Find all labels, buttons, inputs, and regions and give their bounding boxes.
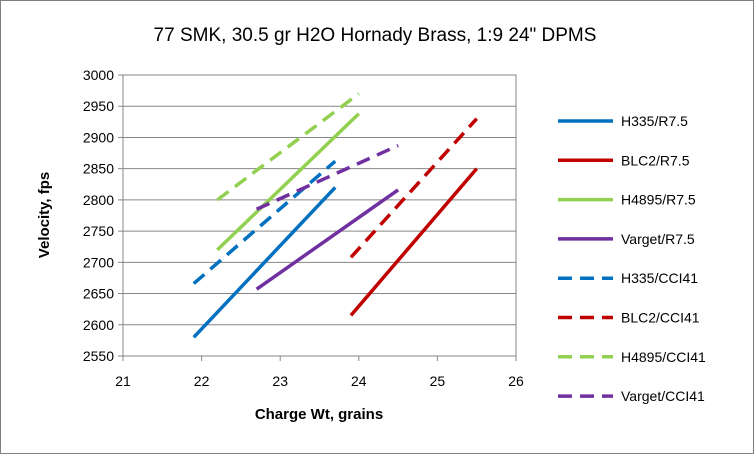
legend-label: H335/R7.5 xyxy=(621,113,688,129)
series-line-h335-cci41 xyxy=(192,159,337,285)
series-line-blc2-r7-5 xyxy=(349,167,479,317)
x-tick-label: 21 xyxy=(115,373,131,389)
y-tick-label: 2900 xyxy=(83,129,114,145)
y-tick-label: 2550 xyxy=(83,348,114,364)
x-axis-title: Charge Wt, grains xyxy=(255,406,383,423)
y-axis-title: Velocity, fps xyxy=(36,172,53,258)
legend-label: H4895/R7.5 xyxy=(621,192,696,208)
y-tick-label: 2750 xyxy=(83,223,114,239)
gridlines xyxy=(123,105,516,326)
series-lines xyxy=(192,92,479,339)
plot-area xyxy=(122,74,517,357)
legend-label: BLC2/R7.5 xyxy=(621,152,690,168)
series-line-blc2-cci41 xyxy=(349,117,478,259)
y-tick-label: 2650 xyxy=(83,286,114,302)
chart-title: 77 SMK, 30.5 gr H2O Hornady Brass, 1:9 2… xyxy=(154,25,597,46)
y-tick-label: 2700 xyxy=(83,254,114,270)
legend-label: H4895/CCI41 xyxy=(621,349,706,365)
x-axis-ticks: 21 22 23 24 25 26 xyxy=(115,356,524,389)
x-tick-label: 25 xyxy=(430,373,446,389)
x-tick-label: 24 xyxy=(351,373,367,389)
x-tick-label: 26 xyxy=(508,373,524,389)
legend-label: Varget/R7.5 xyxy=(621,231,695,247)
series-line-varget-cci41 xyxy=(255,143,399,211)
legend-label: Varget/CCI41 xyxy=(621,388,705,404)
series-line-h4895-cci41 xyxy=(216,92,360,202)
series-line-h335-r7-5 xyxy=(192,186,337,339)
series-line-varget-r7-5 xyxy=(255,188,400,291)
series-line-h4895-r7-5 xyxy=(216,112,361,252)
legend-label: H335/CCI41 xyxy=(621,270,698,286)
x-tick-label: 22 xyxy=(194,373,210,389)
y-axis-ticks: 2550 2600 2650 2700 2750 2800 2850 2900 2950 3000 xyxy=(83,67,123,364)
y-tick-label: 3000 xyxy=(83,67,114,83)
y-tick-label: 2850 xyxy=(83,161,114,177)
x-tick-label: 23 xyxy=(272,373,288,389)
legend: H335/R7.5 BLC2/R7.5 H4895/R7.5 Varget/R7.5 H… xyxy=(558,113,706,404)
y-tick-label: 2950 xyxy=(83,98,114,114)
y-tick-label: 2800 xyxy=(83,192,114,208)
y-tick-label: 2600 xyxy=(83,317,114,333)
legend-label: BLC2/CCI41 xyxy=(621,310,700,326)
